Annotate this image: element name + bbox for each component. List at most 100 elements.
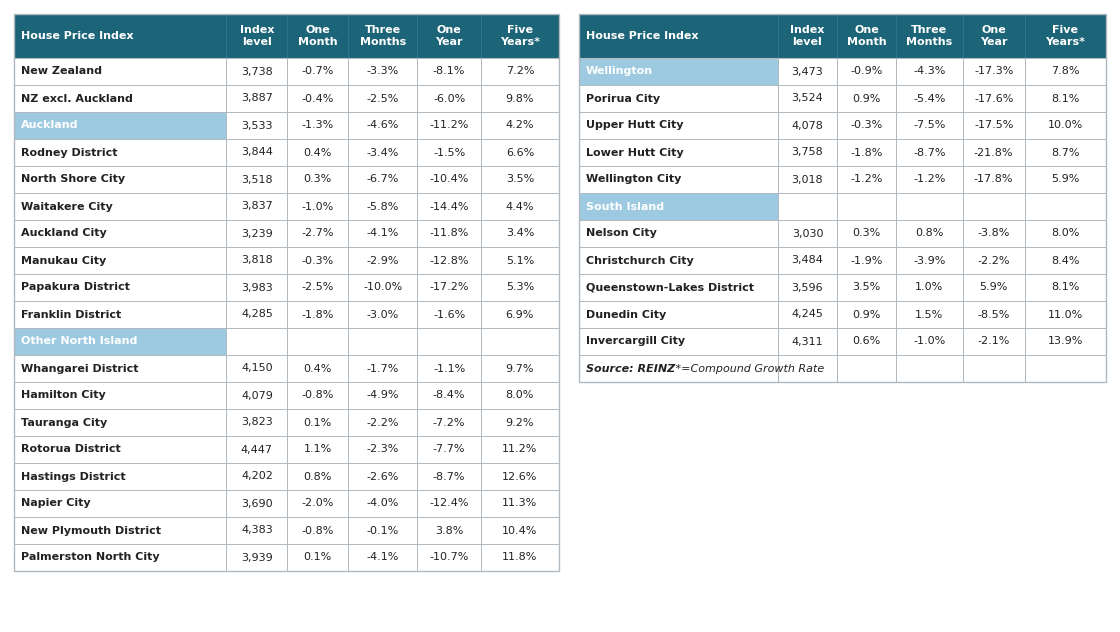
Text: 0.8%: 0.8%: [304, 471, 332, 482]
Text: 1.0%: 1.0%: [915, 283, 943, 293]
Text: 1.5%: 1.5%: [915, 310, 943, 320]
Text: One
Year: One Year: [436, 25, 463, 47]
Bar: [13, 274, 559, 301]
Text: -1.6%: -1.6%: [433, 310, 465, 320]
Bar: [13, 409, 559, 436]
Text: -1.0%: -1.0%: [913, 336, 945, 346]
Bar: [13, 58, 559, 85]
Text: Hastings District: Hastings District: [21, 471, 125, 482]
Bar: [482, 112, 559, 139]
Text: -2.9%: -2.9%: [366, 255, 399, 265]
Text: 3,844: 3,844: [241, 147, 273, 157]
Text: -12.8%: -12.8%: [429, 255, 469, 265]
Text: 3,823: 3,823: [241, 418, 273, 427]
Text: 10.0%: 10.0%: [1048, 121, 1083, 130]
Text: Five
Years*: Five Years*: [1045, 25, 1085, 47]
Text: 12.6%: 12.6%: [502, 471, 538, 482]
Text: -1.1%: -1.1%: [433, 363, 465, 374]
Text: 8.0%: 8.0%: [1052, 229, 1080, 238]
Text: -0.7%: -0.7%: [301, 66, 334, 76]
Text: 3.4%: 3.4%: [506, 229, 534, 238]
Text: -5.8%: -5.8%: [366, 202, 399, 212]
Bar: [13, 382, 559, 409]
Bar: [579, 166, 1105, 193]
Text: Papakura District: Papakura District: [21, 283, 130, 293]
Text: 4,447: 4,447: [241, 444, 273, 454]
Text: Index
level: Index level: [240, 25, 274, 47]
Text: 9.8%: 9.8%: [505, 94, 534, 104]
Text: 3,524: 3,524: [792, 94, 823, 104]
Bar: [579, 139, 1105, 166]
Text: -17.3%: -17.3%: [974, 66, 1014, 76]
Text: -1.8%: -1.8%: [301, 310, 334, 320]
Text: -1.2%: -1.2%: [913, 174, 945, 185]
Text: Index
level: Index level: [791, 25, 824, 47]
Text: 11.0%: 11.0%: [1048, 310, 1083, 320]
Bar: [579, 14, 1105, 382]
Bar: [13, 328, 226, 355]
Text: Auckland: Auckland: [21, 121, 78, 130]
Bar: [226, 328, 559, 355]
Text: 3,518: 3,518: [241, 174, 272, 185]
Text: One
Year: One Year: [980, 25, 1007, 47]
Text: -10.7%: -10.7%: [429, 552, 469, 562]
Text: -4.1%: -4.1%: [366, 229, 399, 238]
Text: Queenstown-Lakes District: Queenstown-Lakes District: [586, 283, 754, 293]
Text: 3,818: 3,818: [241, 255, 273, 265]
Bar: [896, 58, 962, 85]
Text: 3,738: 3,738: [241, 66, 273, 76]
Text: -4.9%: -4.9%: [366, 391, 399, 401]
Text: 3,596: 3,596: [792, 283, 823, 293]
Text: 0.1%: 0.1%: [304, 552, 332, 562]
Text: 5.9%: 5.9%: [980, 283, 1008, 293]
Text: Napier City: Napier City: [21, 499, 91, 509]
Bar: [13, 14, 559, 571]
Text: -4.3%: -4.3%: [913, 66, 945, 76]
Text: 0.4%: 0.4%: [304, 363, 332, 374]
Bar: [13, 463, 559, 490]
Text: -1.7%: -1.7%: [366, 363, 399, 374]
Text: 4,078: 4,078: [792, 121, 823, 130]
Text: 3.5%: 3.5%: [852, 283, 880, 293]
Text: 11.8%: 11.8%: [502, 552, 538, 562]
Text: 4,079: 4,079: [241, 391, 273, 401]
Text: -17.6%: -17.6%: [974, 94, 1014, 104]
Text: -0.3%: -0.3%: [850, 121, 883, 130]
Bar: [13, 247, 559, 274]
Text: -0.4%: -0.4%: [301, 94, 334, 104]
Text: Christchurch City: Christchurch City: [586, 255, 693, 265]
Text: 3,533: 3,533: [241, 121, 272, 130]
Bar: [288, 112, 348, 139]
Text: -12.4%: -12.4%: [429, 499, 469, 509]
Text: -10.4%: -10.4%: [429, 174, 469, 185]
Text: Franklin District: Franklin District: [21, 310, 121, 320]
Text: 3,983: 3,983: [241, 283, 273, 293]
Text: -1.9%: -1.9%: [850, 255, 883, 265]
Text: Five
Years*: Five Years*: [500, 25, 540, 47]
Text: -2.5%: -2.5%: [301, 283, 334, 293]
Text: Whangarei District: Whangarei District: [21, 363, 139, 374]
Bar: [778, 58, 837, 85]
Text: 0.8%: 0.8%: [915, 229, 943, 238]
Bar: [13, 544, 559, 571]
Bar: [13, 436, 559, 463]
Text: 4,150: 4,150: [241, 363, 272, 374]
Bar: [13, 220, 559, 247]
Text: Rotorua District: Rotorua District: [21, 444, 121, 454]
Text: -1.0%: -1.0%: [301, 202, 334, 212]
Text: Three
Months: Three Months: [906, 25, 952, 47]
Text: 7.2%: 7.2%: [505, 66, 534, 76]
Text: -0.1%: -0.1%: [366, 525, 399, 535]
Text: -0.8%: -0.8%: [301, 391, 334, 401]
Text: 4,202: 4,202: [241, 471, 273, 482]
Text: 8.0%: 8.0%: [506, 391, 534, 401]
Text: -3.9%: -3.9%: [913, 255, 945, 265]
Text: 4.4%: 4.4%: [505, 202, 534, 212]
Text: Auckland City: Auckland City: [21, 229, 106, 238]
Text: -8.7%: -8.7%: [913, 147, 945, 157]
Text: Manukau City: Manukau City: [21, 255, 106, 265]
Text: 0.9%: 0.9%: [852, 94, 880, 104]
Text: 3,239: 3,239: [241, 229, 273, 238]
Text: -10.0%: -10.0%: [363, 283, 402, 293]
Text: -8.4%: -8.4%: [432, 391, 466, 401]
